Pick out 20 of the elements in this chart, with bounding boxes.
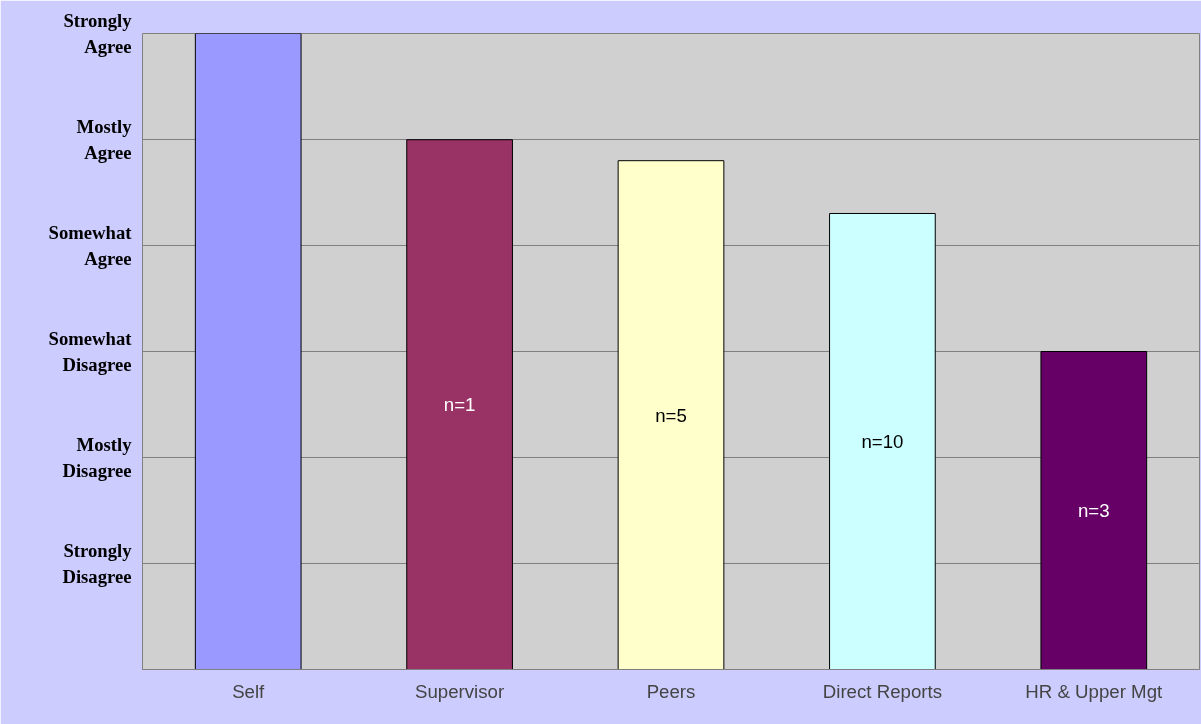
text: Mostly Disagree	[62, 434, 133, 481]
text: Strongly Agree	[63, 10, 133, 57]
bar	[194, 33, 302, 670]
x-tick-label: Self	[232, 680, 266, 702]
annotation: n=3	[1077, 500, 1110, 521]
text: Mostly Agree	[76, 116, 133, 163]
text: Somewhat Disagree	[48, 328, 133, 375]
bar	[1040, 351, 1148, 670]
x-tick-label: HR & Upper Mgt	[1025, 680, 1164, 702]
annotation: n=1	[443, 394, 476, 416]
bar	[829, 212, 936, 670]
annotation: n=5	[655, 404, 687, 426]
annotation: n=10	[861, 430, 904, 452]
bar	[617, 160, 725, 670]
x-tick-label: Direct Reports	[822, 680, 943, 702]
text: Somewhat Agree	[48, 222, 133, 269]
bar	[406, 139, 513, 670]
text: Strongly Disagree	[62, 540, 133, 587]
x-tick-label: Supervisor	[415, 680, 505, 702]
x-tick-label: Peers	[646, 680, 696, 702]
